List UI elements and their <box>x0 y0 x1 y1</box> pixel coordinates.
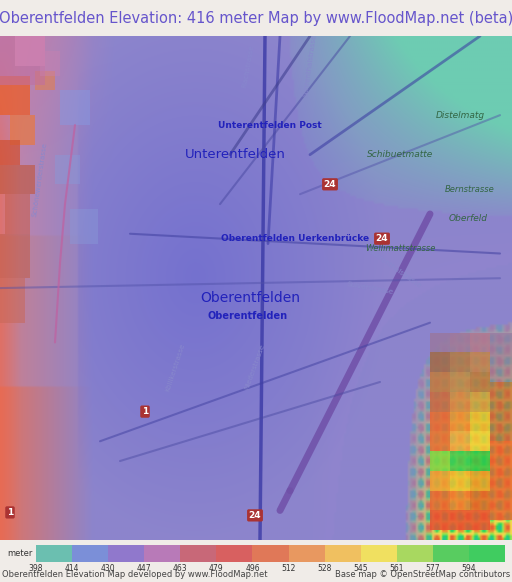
Bar <box>0 278 25 322</box>
Text: 414: 414 <box>65 563 79 573</box>
Bar <box>470 491 490 510</box>
Text: Niederstrasse: Niederstrasse <box>244 343 266 391</box>
Bar <box>252 545 289 562</box>
Bar <box>490 332 512 382</box>
Bar <box>0 76 30 115</box>
Bar <box>430 392 450 411</box>
Text: 447: 447 <box>137 563 152 573</box>
Text: 512: 512 <box>282 563 296 573</box>
Text: Base map © OpenStreetMap contributors: Base map © OpenStreetMap contributors <box>335 570 510 579</box>
Text: Sulverstrasse: Sulverstrasse <box>346 281 394 295</box>
Text: Schönewerderstrasse: Schönewerderstrasse <box>32 142 48 217</box>
Text: Unterentfelden Post: Unterentfelden Post <box>218 120 322 130</box>
Text: 24: 24 <box>249 511 261 520</box>
Text: 545: 545 <box>353 563 368 573</box>
Bar <box>360 545 397 562</box>
Bar <box>72 545 108 562</box>
Text: Oberentfelden Elevation: 416 meter Map by www.FloodMap.net (beta): Oberentfelden Elevation: 416 meter Map b… <box>0 10 512 26</box>
Text: 24: 24 <box>376 234 388 243</box>
Text: Schibuetmatte: Schibuetmatte <box>367 150 433 159</box>
Bar <box>0 140 20 165</box>
Text: Oberentfelden: Oberentfelden <box>200 291 300 305</box>
Text: 1: 1 <box>142 407 148 416</box>
Bar <box>490 441 512 520</box>
Bar <box>490 382 512 441</box>
Text: 594: 594 <box>462 563 476 573</box>
Text: Oberentfelden Uerkenbrücke: Oberentfelden Uerkenbrücke <box>221 234 369 243</box>
Text: Köllikerstrasse: Köllikerstrasse <box>164 342 186 392</box>
Bar <box>430 372 450 392</box>
Bar <box>470 510 490 530</box>
Bar <box>70 209 98 244</box>
Bar <box>0 165 35 194</box>
Text: 24: 24 <box>324 180 336 189</box>
Text: Bernstrasse: Bernstrasse <box>445 184 495 194</box>
Text: Oberfeld: Oberfeld <box>449 214 487 223</box>
Bar <box>470 471 490 491</box>
Bar <box>36 545 72 562</box>
Text: 1: 1 <box>7 508 13 517</box>
Bar <box>60 90 90 125</box>
Bar <box>430 491 450 510</box>
Bar <box>469 545 505 562</box>
Bar <box>144 545 180 562</box>
Text: meter: meter <box>8 549 33 558</box>
Bar <box>430 471 450 491</box>
Text: 577: 577 <box>425 563 440 573</box>
Bar <box>108 545 144 562</box>
Bar <box>430 510 450 530</box>
Bar <box>470 372 490 392</box>
Bar <box>430 411 450 431</box>
Bar <box>0 36 45 86</box>
Text: 479: 479 <box>209 563 224 573</box>
Bar <box>5 194 30 234</box>
Text: 398: 398 <box>29 563 43 573</box>
Bar <box>433 545 469 562</box>
Bar <box>55 155 80 184</box>
Bar <box>450 411 470 431</box>
Bar <box>217 545 252 562</box>
Bar <box>397 545 433 562</box>
Bar <box>470 332 490 352</box>
Bar <box>289 545 325 562</box>
Text: 561: 561 <box>390 563 404 573</box>
Text: Oberentfelden: Oberentfelden <box>208 311 288 321</box>
Bar <box>470 451 490 471</box>
Text: 528: 528 <box>317 563 332 573</box>
Bar <box>450 471 470 491</box>
Text: 463: 463 <box>173 563 187 573</box>
Bar <box>450 332 470 352</box>
Text: Suhrenthalstrasse: Suhrenthalstrasse <box>303 34 317 98</box>
Bar <box>450 372 470 392</box>
Bar <box>470 392 490 411</box>
Text: Flachstrasse: Flachstrasse <box>241 44 255 88</box>
Bar <box>10 115 35 145</box>
Bar <box>40 51 60 76</box>
Bar <box>325 545 360 562</box>
Bar <box>430 352 450 372</box>
Bar <box>470 411 490 431</box>
Bar <box>450 392 470 411</box>
Bar <box>470 352 490 372</box>
Bar <box>470 431 490 451</box>
Bar <box>450 491 470 510</box>
Bar <box>0 234 30 278</box>
Bar <box>430 332 450 352</box>
Text: Distelmatg: Distelmatg <box>435 111 484 120</box>
Text: Wellimattstrasse: Wellimattstrasse <box>365 244 435 253</box>
Text: Oberentfelden Elevation Map developed by www.FloodMap.net: Oberentfelden Elevation Map developed by… <box>2 570 267 579</box>
Text: Suhrenthalstrasse: Suhrenthalstrasse <box>367 248 423 289</box>
Text: Unterentfelden: Unterentfelden <box>184 148 285 161</box>
Bar <box>180 545 217 562</box>
Text: 496: 496 <box>245 563 260 573</box>
Bar <box>15 36 45 66</box>
Bar <box>35 70 55 90</box>
Bar <box>430 451 450 471</box>
Text: 430: 430 <box>101 563 116 573</box>
Bar <box>450 510 470 530</box>
Bar <box>450 431 470 451</box>
Bar <box>450 352 470 372</box>
Bar <box>430 431 450 451</box>
Bar <box>450 451 470 471</box>
